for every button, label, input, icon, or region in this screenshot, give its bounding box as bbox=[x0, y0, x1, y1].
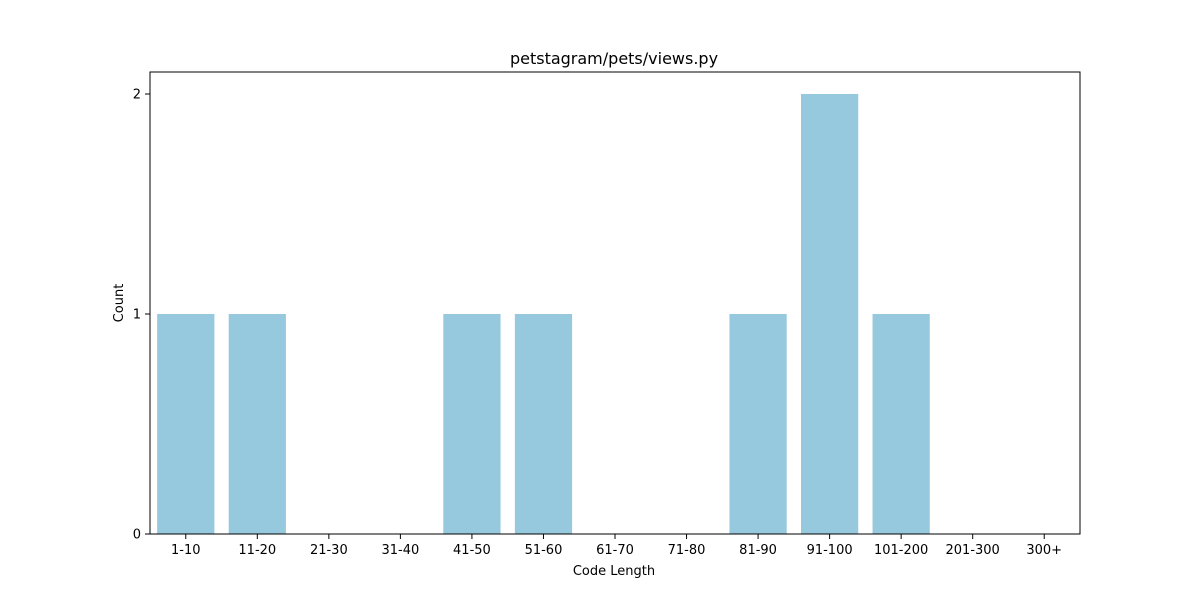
x-tick-label: 11-20 bbox=[238, 543, 276, 558]
plot-frame bbox=[149, 71, 1081, 535]
bar-11-20 bbox=[228, 314, 286, 534]
bar-1-10 bbox=[157, 314, 215, 534]
x-tick-label: 21-30 bbox=[310, 543, 348, 558]
x-tick-label: 300+ bbox=[1026, 543, 1062, 558]
y-tick-label: 1 bbox=[133, 308, 141, 323]
x-tick-label: 1-10 bbox=[171, 543, 201, 558]
plot-area: 0 1 2 1-10 11-20 21-30 31-40 41-50 51-60 61-70 71-… bbox=[133, 71, 1081, 558]
x-tick-label: 31-40 bbox=[381, 543, 419, 558]
y-tick-label: 0 bbox=[133, 528, 141, 543]
y-axis-label: Count bbox=[112, 284, 127, 323]
bar-81-90 bbox=[729, 314, 787, 534]
bar-51-60 bbox=[514, 314, 573, 534]
x-tick-label: 101-200 bbox=[874, 543, 928, 558]
x-tick-label: 201-300 bbox=[946, 543, 1000, 558]
x-tick-label: 41-50 bbox=[453, 543, 491, 558]
x-tick-label: 81-90 bbox=[739, 543, 777, 558]
x-tick-label: 51-60 bbox=[525, 543, 563, 558]
x-tick-label: 71-80 bbox=[668, 543, 706, 558]
chart-title: petstagram/pets/views.py bbox=[510, 49, 718, 68]
bar-101-200 bbox=[872, 314, 930, 534]
bar-41-50 bbox=[443, 314, 501, 534]
x-tick-label: 91-100 bbox=[807, 543, 853, 558]
x-tick-label: 61-70 bbox=[596, 543, 634, 558]
y-tick-label: 2 bbox=[133, 88, 141, 103]
bar-91-100 bbox=[801, 94, 859, 534]
x-axis-label: Code Length bbox=[573, 564, 655, 579]
